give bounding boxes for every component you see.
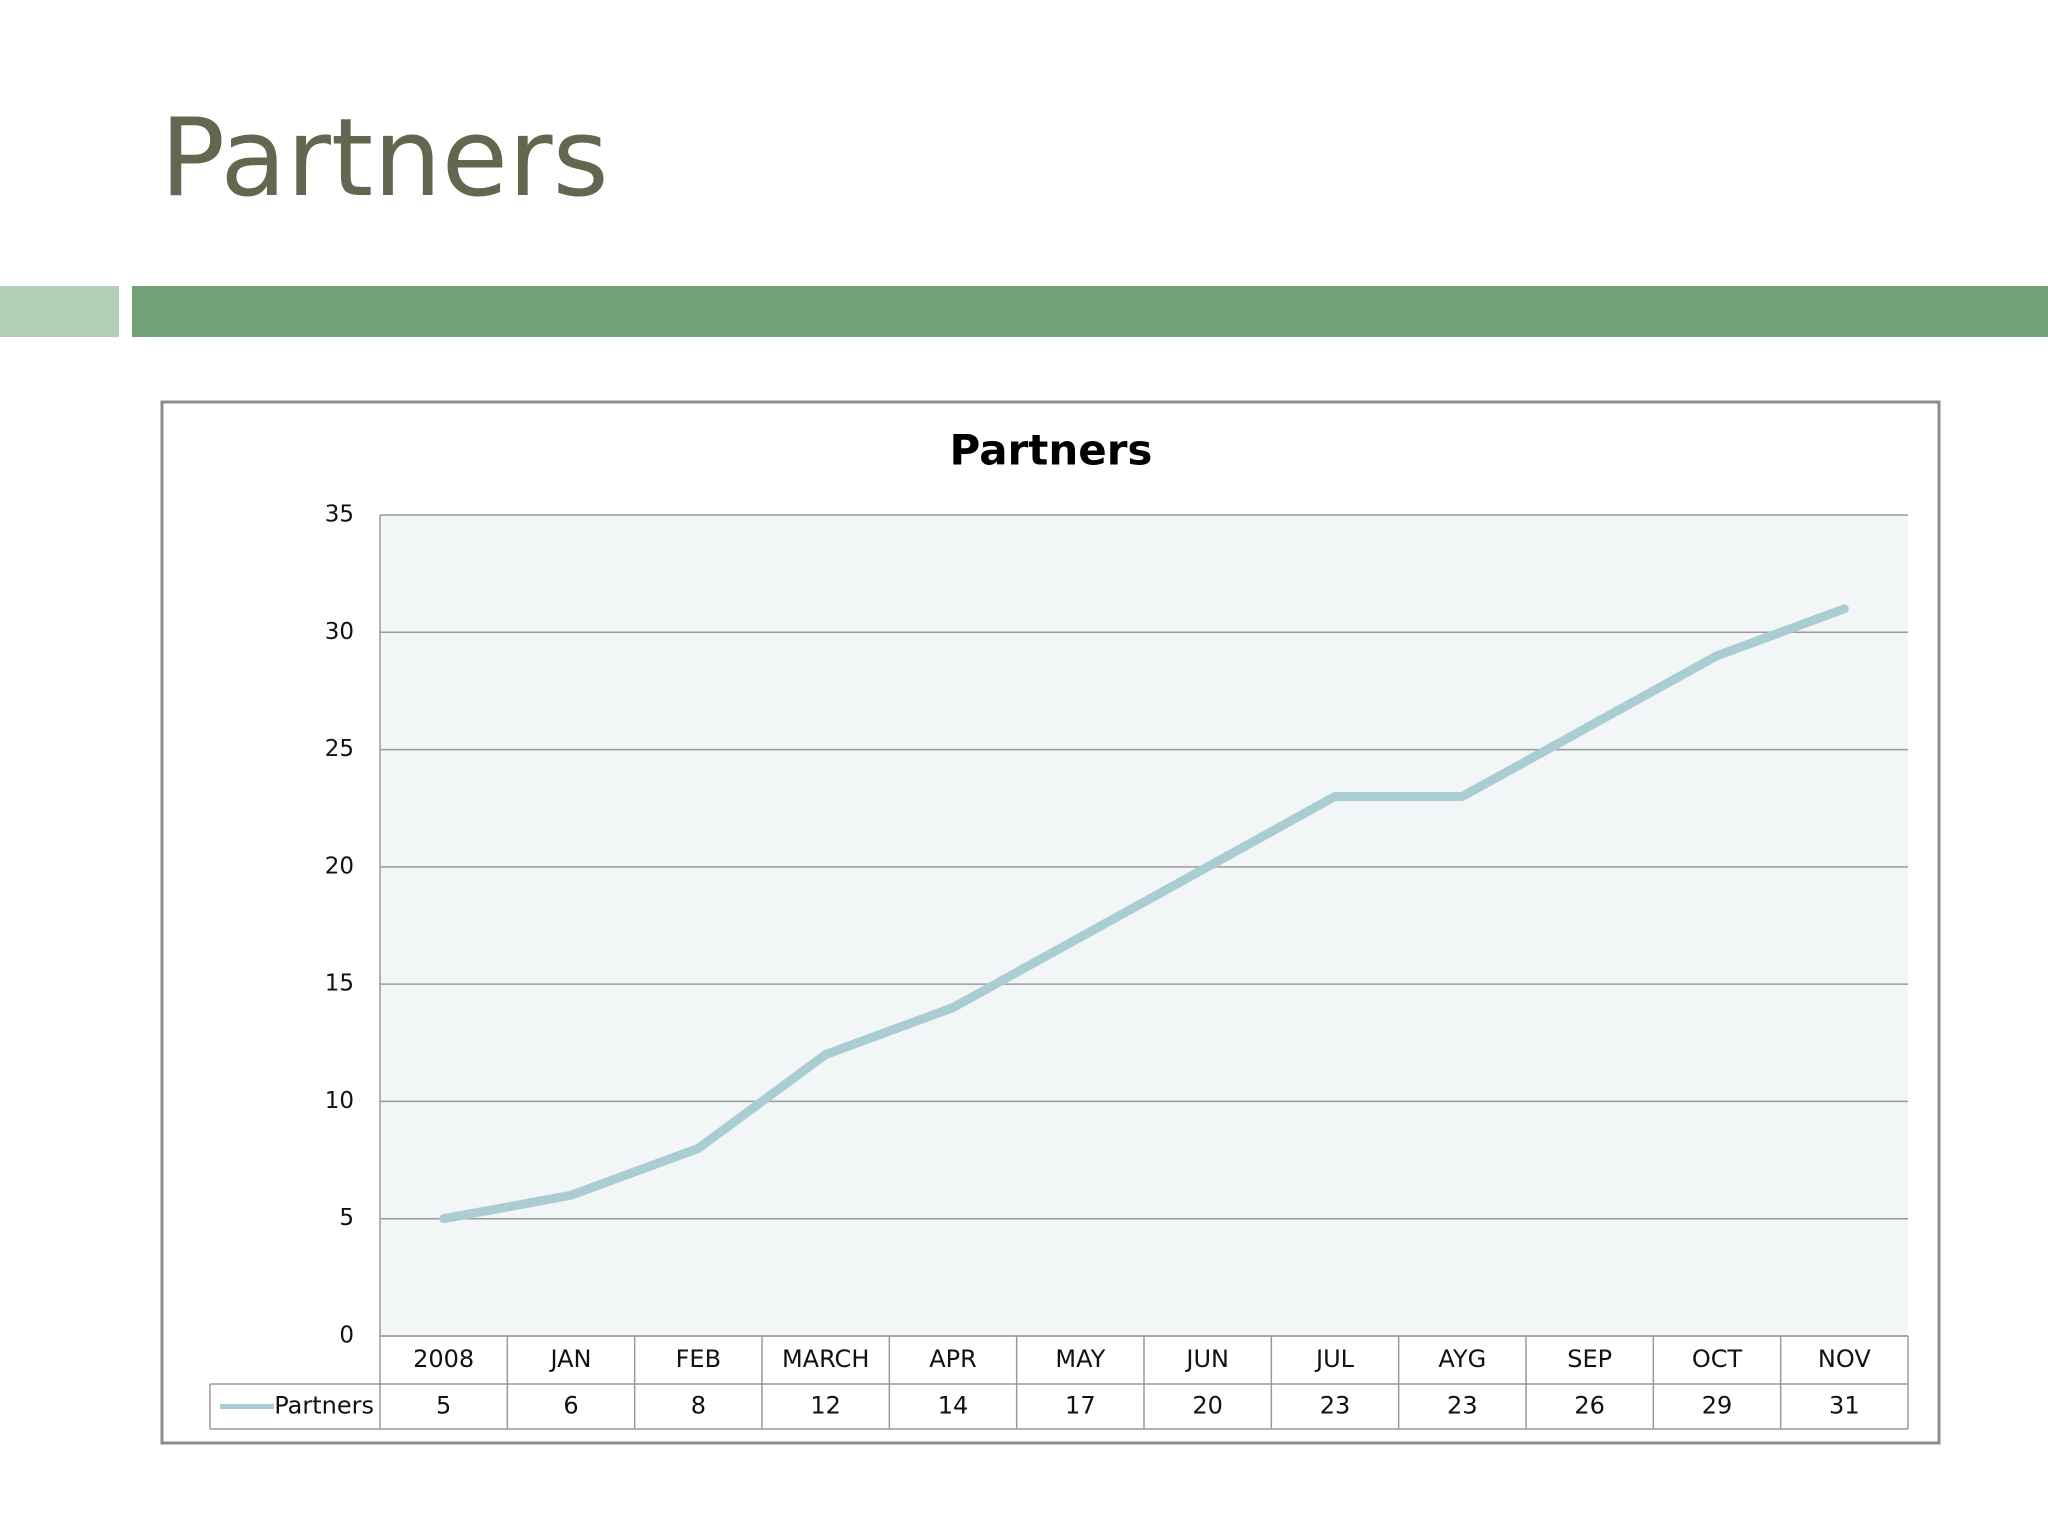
table-value: 26 xyxy=(1574,1392,1605,1420)
slide-title: Partners xyxy=(160,96,609,221)
y-tick-label: 30 xyxy=(325,619,354,645)
table-value: 31 xyxy=(1829,1392,1860,1420)
table-value: 8 xyxy=(691,1392,706,1420)
x-tick-label: AYG xyxy=(1438,1345,1486,1373)
accent-bar xyxy=(0,286,119,337)
y-tick-label: 5 xyxy=(339,1205,354,1231)
y-tick-label: 25 xyxy=(325,736,354,762)
y-tick-label: 15 xyxy=(325,971,354,997)
table-value: 5 xyxy=(436,1392,451,1420)
x-tick-label: MARCH xyxy=(782,1345,869,1373)
x-tick-label: OCT xyxy=(1692,1345,1743,1373)
x-tick-label: 2008 xyxy=(413,1345,474,1373)
chart-title: Partners xyxy=(950,426,1153,475)
table-value: 20 xyxy=(1192,1392,1223,1420)
table-value: 23 xyxy=(1447,1392,1478,1420)
x-tick-label: JUN xyxy=(1184,1345,1229,1373)
y-tick-label: 10 xyxy=(325,1088,354,1114)
plot-area xyxy=(380,515,1908,1336)
table-value: 14 xyxy=(938,1392,969,1420)
y-tick-label: 35 xyxy=(325,502,354,528)
table-value: 6 xyxy=(563,1392,578,1420)
table-value: 23 xyxy=(1320,1392,1351,1420)
x-tick-label: FEB xyxy=(676,1345,721,1373)
legend-label: Partners xyxy=(274,1392,374,1420)
x-tick-label: MAY xyxy=(1055,1345,1105,1373)
x-tick-label: SEP xyxy=(1567,1345,1612,1373)
table-value: 29 xyxy=(1702,1392,1733,1420)
x-tick-label: JAN xyxy=(548,1345,591,1373)
x-tick-label: JUL xyxy=(1314,1345,1355,1373)
y-tick-label: 0 xyxy=(339,1323,354,1349)
data-line xyxy=(439,604,1849,1224)
x-tick-label: NOV xyxy=(1818,1345,1871,1373)
table-value: 17 xyxy=(1065,1392,1096,1420)
header-bar xyxy=(132,286,2048,337)
x-tick-label: APR xyxy=(929,1345,977,1373)
y-tick-label: 20 xyxy=(325,853,354,879)
table-value: 12 xyxy=(810,1392,841,1420)
